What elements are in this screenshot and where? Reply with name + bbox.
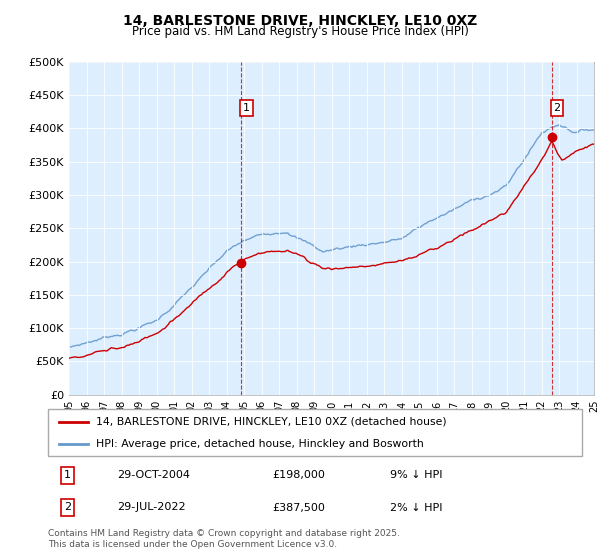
- Text: 14, BARLESTONE DRIVE, HINCKLEY, LE10 0XZ: 14, BARLESTONE DRIVE, HINCKLEY, LE10 0XZ: [123, 14, 477, 28]
- Text: HPI: Average price, detached house, Hinckley and Bosworth: HPI: Average price, detached house, Hinc…: [96, 438, 424, 449]
- Text: 14, BARLESTONE DRIVE, HINCKLEY, LE10 0XZ (detached house): 14, BARLESTONE DRIVE, HINCKLEY, LE10 0XZ…: [96, 417, 446, 427]
- Text: 1: 1: [64, 470, 71, 480]
- Text: 2: 2: [64, 502, 71, 512]
- Text: £198,000: £198,000: [272, 470, 325, 480]
- Text: 1: 1: [243, 103, 250, 113]
- Text: 2: 2: [553, 103, 560, 113]
- Text: 9% ↓ HPI: 9% ↓ HPI: [390, 470, 442, 480]
- Text: Price paid vs. HM Land Registry's House Price Index (HPI): Price paid vs. HM Land Registry's House …: [131, 25, 469, 38]
- Text: 2% ↓ HPI: 2% ↓ HPI: [390, 502, 442, 512]
- Text: 29-OCT-2004: 29-OCT-2004: [118, 470, 190, 480]
- Text: 29-JUL-2022: 29-JUL-2022: [118, 502, 186, 512]
- Text: Contains HM Land Registry data © Crown copyright and database right 2025.
This d: Contains HM Land Registry data © Crown c…: [48, 529, 400, 549]
- FancyBboxPatch shape: [48, 409, 582, 456]
- Text: £387,500: £387,500: [272, 502, 325, 512]
